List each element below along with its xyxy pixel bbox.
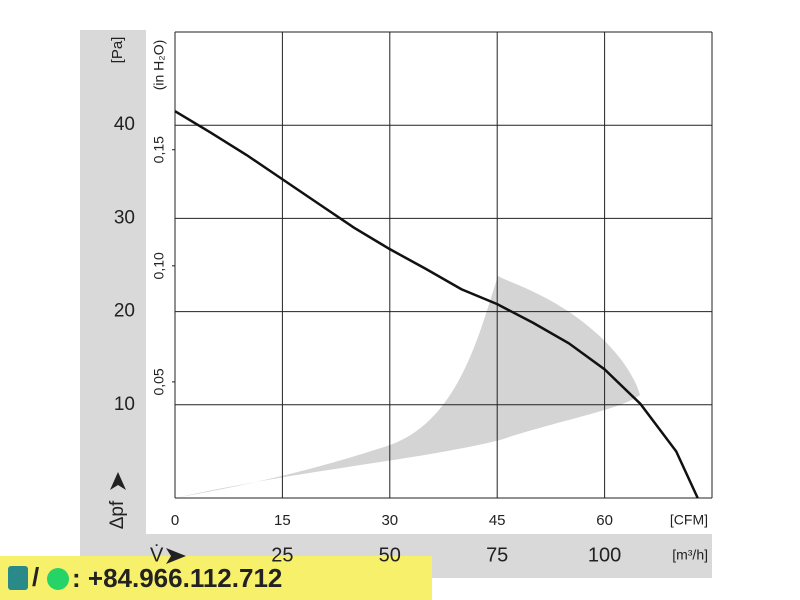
x-tick-label: 15 — [274, 512, 291, 529]
x2-axis-label: [m³/h] — [672, 547, 708, 563]
x-arrow — [166, 548, 186, 564]
y-axis-label: [Pa] — [109, 37, 126, 64]
y-tick-label: 40 — [114, 114, 135, 135]
x2-tick-label: 25 — [271, 544, 293, 566]
phone-icon — [8, 566, 28, 590]
y-symbol: Δpf — [107, 500, 128, 529]
y-tick-label: 10 — [114, 394, 135, 415]
whatsapp-icon — [47, 568, 69, 590]
x-tick-label: 0 — [171, 512, 179, 529]
y-tick-label: 20 — [114, 301, 135, 322]
x-tick-label: 60 — [596, 512, 613, 529]
contact-text: : +84.966.112.712 — [72, 563, 282, 593]
x-tick-label: 45 — [489, 512, 506, 529]
contact-banner — [0, 556, 432, 600]
y-arrow — [110, 472, 126, 490]
y2-tick-label: 0,10 — [151, 252, 167, 279]
x-tick-label: 30 — [381, 512, 398, 529]
y2-tick-label: 0,05 — [151, 368, 167, 395]
y2-axis-label: (in H₂O) — [151, 40, 167, 91]
unstable-region — [175, 276, 640, 498]
x-axis-label: [CFM] — [670, 512, 708, 528]
x2-tick-label: 50 — [379, 544, 401, 566]
fan-curve — [174, 110, 699, 499]
x-symbol: V̇ — [150, 544, 164, 566]
x2-tick-label: 75 — [486, 544, 508, 566]
y-tick-label: 30 — [114, 207, 135, 228]
slash: / — [32, 562, 39, 592]
y2-tick-label: 0,15 — [151, 136, 167, 163]
x2-tick-label: 100 — [588, 544, 621, 566]
